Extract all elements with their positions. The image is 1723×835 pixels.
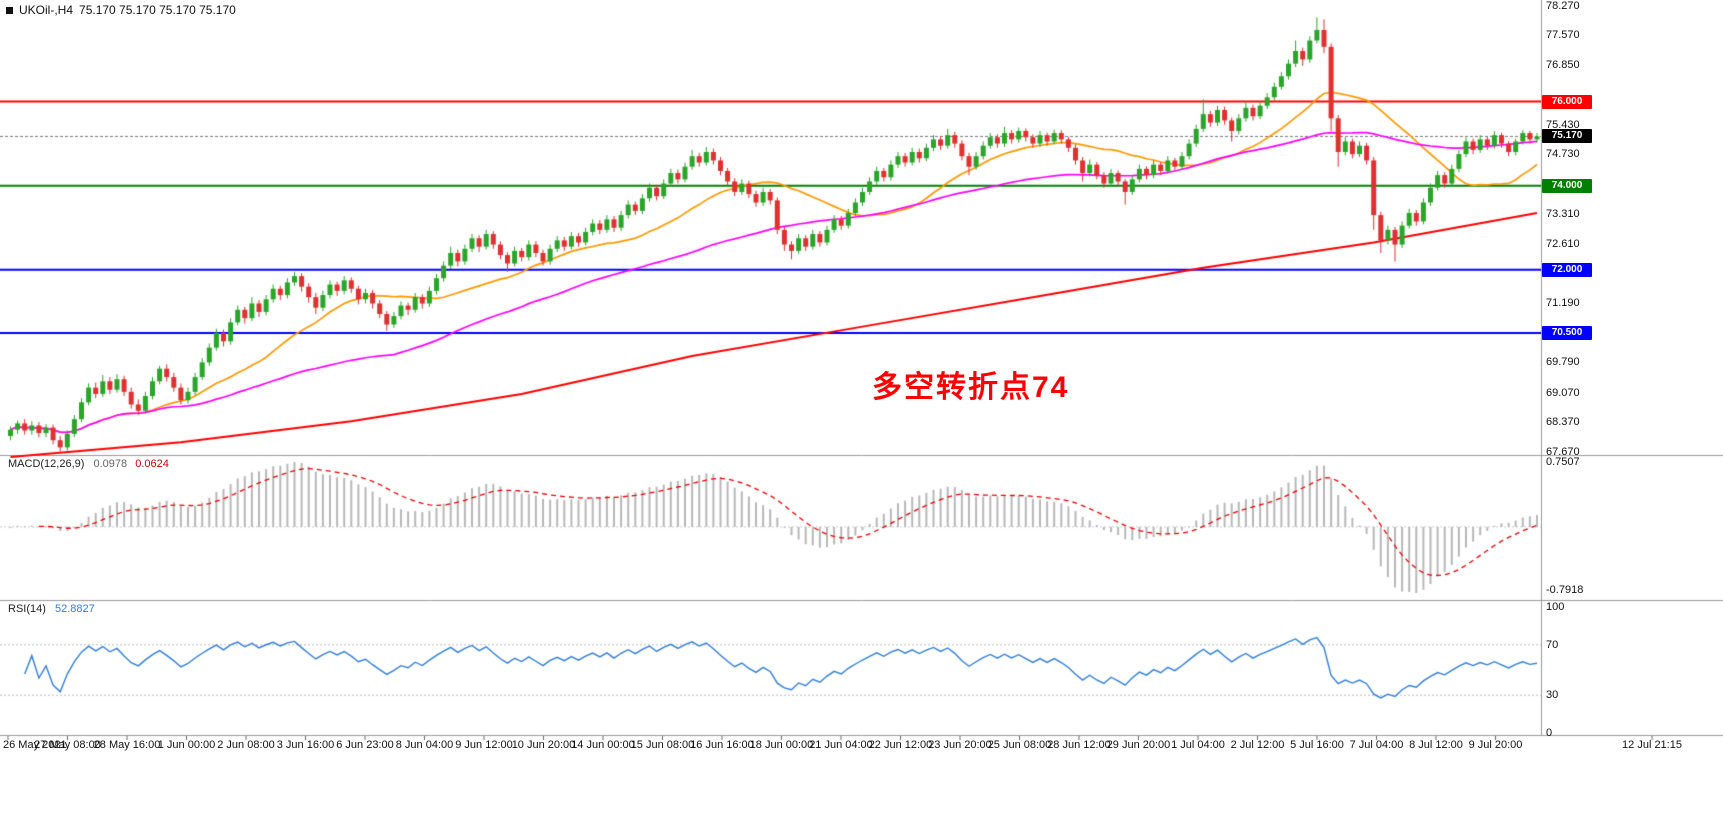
price-axis-label: 77.570 [1546, 28, 1580, 41]
rsi-axis-label: 30 [1546, 689, 1559, 702]
price-axis-label: 71.190 [1546, 297, 1580, 310]
time-axis-label: 7 Jul 04:00 [1349, 739, 1404, 751]
time-axis-label: 12 Jul 21:15 [1622, 739, 1682, 751]
rsi-axis-label: 100 [1546, 601, 1565, 613]
price-axis-label: 67.670 [1546, 445, 1580, 458]
macd-indicator-label: MACD(12,26,9) 0.0978 0.0624 [8, 458, 169, 470]
rsi-indicator-label: RSI(14) 52.8827 [8, 603, 95, 615]
rsi-axis-label: 70 [1546, 638, 1559, 651]
time-axis-label: 28 May 16:00 [93, 739, 161, 751]
macd-main-value: 0.0978 [93, 458, 128, 470]
price-axis-label: 68.370 [1546, 416, 1580, 429]
macd-axis-min: -0.7918 [1546, 584, 1584, 596]
price-axis-label: 72.610 [1546, 237, 1580, 250]
time-axis-label: 23 Jun 20:00 [928, 739, 992, 751]
time-axis-label: 15 Jun 08:00 [630, 739, 695, 751]
trend-annotation-text[interactable]: 多空转折点74 [872, 371, 1070, 404]
time-axis-label: 18 Jun 00:00 [749, 739, 814, 751]
price-level-box: 74.000 [1542, 178, 1592, 193]
price-level-box: 76.000 [1542, 94, 1592, 109]
price-axis-label: 78.270 [1546, 0, 1580, 12]
price-axis-label: 75.430 [1546, 118, 1580, 131]
macd-name: MACD(12,26,9) [8, 458, 85, 470]
price-level-box: 72.000 [1542, 262, 1592, 277]
rsi-value: 52.8827 [54, 603, 95, 615]
price-axis-label: 69.790 [1546, 356, 1580, 369]
time-axis-label: 9 Jun 12:00 [455, 739, 513, 751]
time-axis-label: 16 Jun 16:00 [690, 739, 754, 751]
price-axis-label: 73.310 [1546, 208, 1580, 221]
rsi-axis-label: 0 [1546, 727, 1553, 739]
chart-title: UKOil-,H4 75.170 75.170 75.170 75.170 [6, 3, 236, 17]
time-axis-label: 21 Jun 04:00 [809, 739, 873, 751]
time-axis-label: 8 Jun 04:00 [395, 739, 454, 751]
price-axis-label: 76.850 [1546, 59, 1580, 72]
macd-signal-value: 0.0624 [135, 458, 169, 470]
price-axis-label: 74.730 [1546, 148, 1580, 161]
rsi-name: RSI(14) [8, 603, 46, 615]
time-axis-label: 1 Jul 04:00 [1171, 739, 1225, 751]
time-axis-label: 25 Jun 08:00 [987, 739, 1052, 751]
time-axis-label: 22 Jun 12:00 [868, 739, 933, 751]
macd-axis-max: 0.7507 [1546, 456, 1580, 468]
time-axis-label: 28 Jun 12:00 [1047, 739, 1111, 751]
time-axis-label: 9 Jul 20:00 [1468, 739, 1523, 751]
ohlc-values: 75.170 75.170 75.170 75.170 [79, 3, 236, 17]
time-axis-label: 6 Jun 23:00 [336, 739, 394, 751]
time-axis-label: 5 Jul 16:00 [1290, 739, 1344, 751]
time-axis-label: 1 Jun 00:00 [157, 739, 216, 751]
symbol-timeframe-label: UKOil-,H4 [19, 3, 74, 17]
time-axis-label: 8 Jul 12:00 [1409, 739, 1463, 751]
time-axis-label: 14 Jun 00:00 [571, 739, 635, 751]
time-axis-label: 26 May 2021 [3, 739, 67, 751]
time-axis-label: 2 Jul 12:00 [1230, 739, 1285, 751]
time-axis-label: 29 Jun 20:00 [1106, 739, 1171, 751]
time-axis-label: 3 Jun 16:00 [276, 739, 335, 751]
time-axis-label: 2 Jun 08:00 [217, 739, 275, 751]
price-axis-label: 69.070 [1546, 386, 1580, 399]
price-level-box: 70.500 [1542, 325, 1592, 340]
bid-price-box: 75.170 [1542, 129, 1592, 144]
symbol-marker-icon [6, 6, 13, 14]
time-axis-label: 27 May 08:00 [34, 739, 101, 751]
time-axis-label: 10 Jun 20:00 [511, 739, 576, 751]
